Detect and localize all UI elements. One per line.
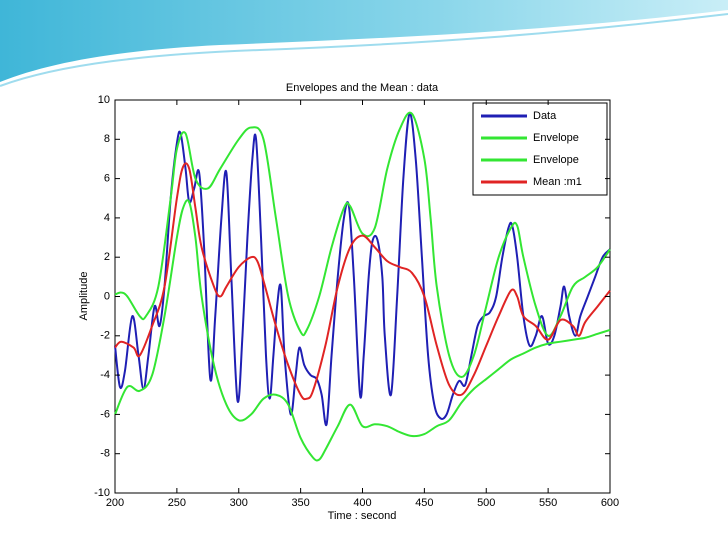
- x-tick-label: 350: [291, 497, 309, 509]
- x-axis-label: Time : second: [328, 510, 397, 522]
- legend-box: [472, 102, 608, 196]
- y-tick-label: -4: [100, 369, 110, 381]
- legend-label: Envelope: [533, 154, 579, 166]
- x-tick-label: 300: [230, 497, 248, 509]
- y-tick-label: 0: [104, 290, 110, 302]
- y-tick-label: 4: [104, 212, 110, 224]
- x-tick-label: 250: [168, 497, 186, 509]
- chart-title: Envelopes and the Mean : data: [286, 82, 439, 94]
- y-tick-label: 10: [98, 94, 110, 106]
- x-tick-label: 600: [601, 497, 619, 509]
- legend-label: Mean :m1: [533, 176, 582, 188]
- x-tick-label: 550: [539, 497, 557, 509]
- x-tick-label: 450: [415, 497, 433, 509]
- legend: Data Envelope Envelope Mean :m1: [472, 102, 608, 196]
- y-tick-label: 8: [104, 133, 110, 145]
- y-tick-label: 2: [104, 251, 110, 263]
- y-tick-label: -6: [100, 408, 110, 420]
- legend-label: Data: [533, 110, 557, 122]
- series-line: [114, 199, 611, 462]
- legend-label: Envelope: [533, 132, 579, 144]
- y-tick-label: -8: [100, 448, 110, 460]
- header-wave: [0, 0, 728, 82]
- y-tick-label: -10: [94, 487, 110, 499]
- x-tick-label: 400: [353, 497, 371, 509]
- y-tick-label: -2: [100, 330, 110, 342]
- x-tick-label: 500: [477, 497, 495, 509]
- series-line: [114, 162, 611, 401]
- y-tick-label: 6: [104, 173, 110, 185]
- series-line: [114, 111, 611, 379]
- y-axis-label: Amplitude: [78, 272, 90, 321]
- x-tick-label: 200: [106, 497, 124, 509]
- series-layer: [114, 111, 611, 462]
- header-wave-line: [0, 13, 728, 87]
